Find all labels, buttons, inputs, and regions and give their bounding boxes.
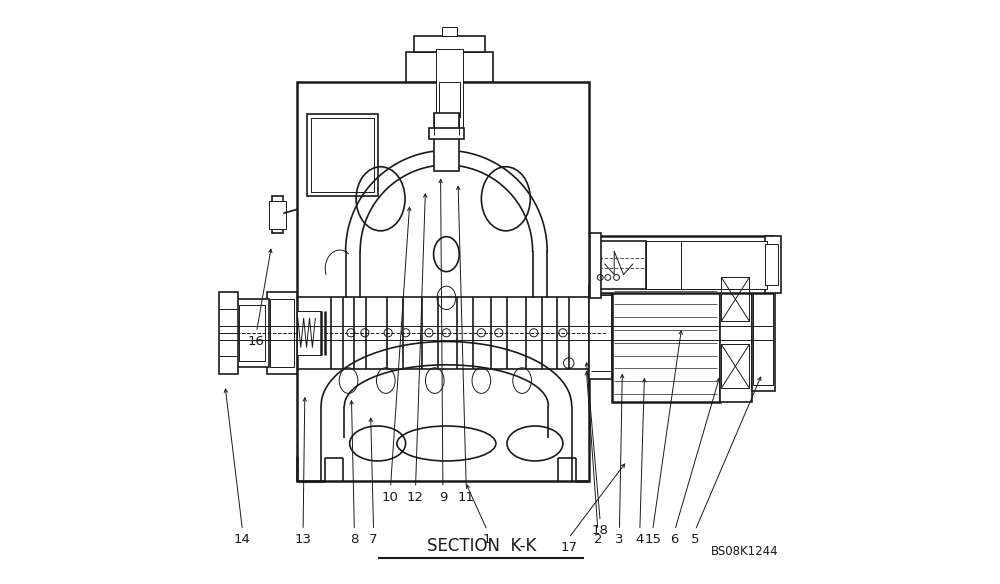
Text: 6: 6 [671,533,679,546]
Text: 8: 8 [350,533,359,546]
Text: 3: 3 [615,533,624,546]
Bar [436,49,463,135]
Text: 18: 18 [592,524,609,537]
Text: 13: 13 [295,533,312,546]
Bar [599,241,646,289]
Bar [297,82,589,481]
Text: 10: 10 [382,491,399,503]
Bar [311,119,374,192]
Text: 15: 15 [644,533,661,546]
Bar [646,241,681,289]
Bar [720,264,752,402]
Text: 12: 12 [407,491,424,503]
Bar [752,274,775,391]
Bar [414,36,485,52]
Text: SECTION  K-K: SECTION K-K [427,537,536,555]
Bar [590,232,601,298]
Bar [612,264,720,402]
Bar [270,299,294,367]
Bar [406,52,493,82]
Bar [219,292,238,374]
Text: 14: 14 [234,533,251,546]
Text: 2: 2 [594,533,602,546]
Text: 16: 16 [248,335,265,348]
Text: 5: 5 [691,533,699,546]
Text: 9: 9 [439,491,447,503]
Text: 1: 1 [483,533,491,546]
Text: BS08K1244: BS08K1244 [711,545,779,558]
Bar [269,201,286,229]
Text: 4: 4 [636,533,644,546]
Bar [439,82,460,117]
Bar [429,128,464,139]
Bar [765,236,781,293]
Bar [681,241,767,289]
Bar [434,113,459,171]
Bar [239,305,265,361]
Bar [592,236,773,293]
Bar [442,27,457,36]
Bar [589,286,612,380]
Text: 7: 7 [369,533,378,546]
Text: 17: 17 [560,541,577,554]
Bar [237,299,269,367]
Bar [307,114,378,196]
Bar [267,292,297,374]
Bar [765,244,778,285]
Text: 11: 11 [458,491,475,503]
Bar [721,277,749,321]
Bar [721,345,749,388]
Bar [272,196,283,232]
Bar [753,280,773,385]
Bar [297,311,321,355]
